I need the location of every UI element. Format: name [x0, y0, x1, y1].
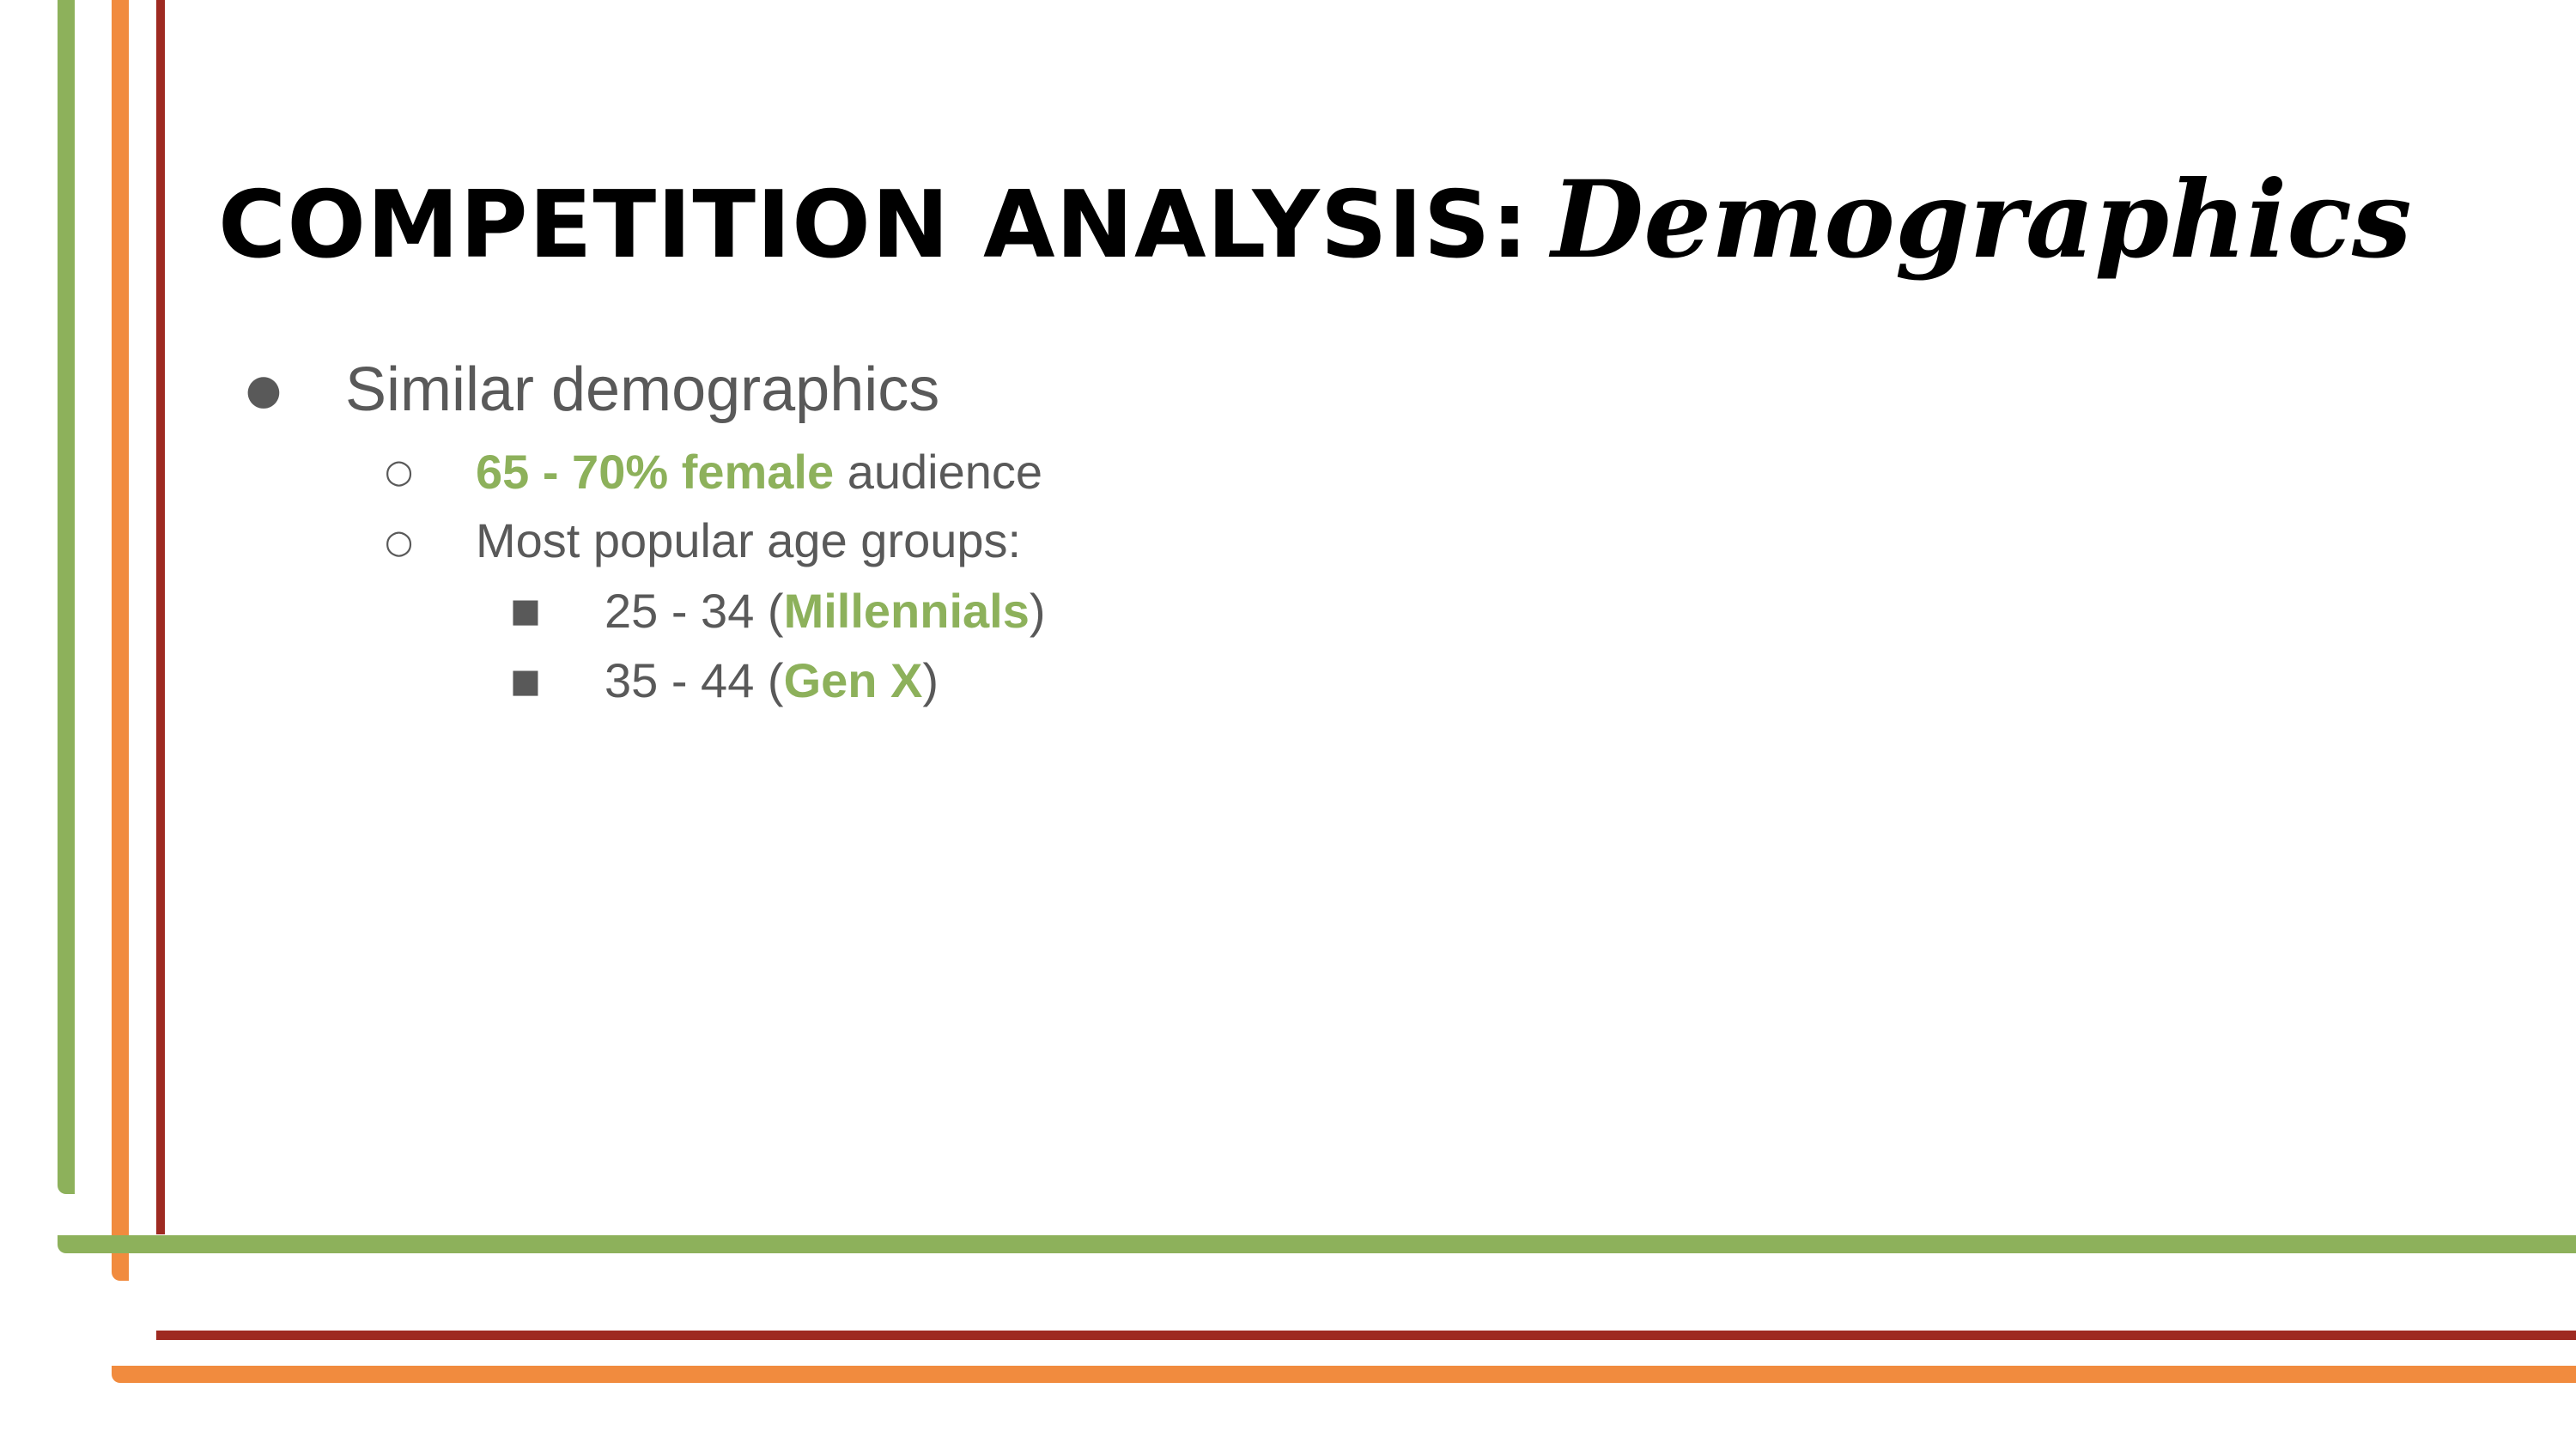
red-frame-horizontal-line: [156, 1331, 2576, 1340]
genx-suffix: ): [922, 653, 939, 707]
orange-frame-horizontal-line: [112, 1366, 2576, 1383]
millennials-suffix: ): [1029, 584, 1046, 638]
title-main-text: COMPETITION ANALYSIS:: [218, 172, 1529, 279]
bullet-age-groups: Most popular age groups:: [476, 517, 1021, 565]
bullet-millennials: 25 - 34 (Millennials): [605, 587, 1046, 635]
bullet-female-audience: 65 - 70% female audience: [476, 448, 1042, 496]
genx-prefix: 35 - 44 (: [605, 653, 784, 707]
bullet-similar-demographics: Similar demographics: [345, 359, 939, 421]
red-frame-vertical-line: [156, 0, 165, 1234]
female-percentage-highlight: 65 - 70% female: [476, 445, 835, 499]
genx-highlight: Gen X: [783, 653, 923, 707]
bullet-similar-demographics-text: Similar demographics: [345, 355, 940, 424]
bullet-square-icon: ■: [510, 662, 541, 700]
bullet-hollow-circle-icon: ○: [385, 523, 414, 561]
bullet-square-icon: ■: [510, 591, 541, 629]
age-groups-text: Most popular age groups:: [476, 513, 1022, 567]
bullet-hollow-circle-icon: ○: [385, 452, 414, 490]
title-script-text: Demographics: [1551, 158, 2412, 282]
green-frame-vertical-line: [58, 0, 75, 1194]
bullet-filled-circle-icon: ●: [246, 366, 282, 414]
bullet-gen-x: 35 - 44 (Gen X): [605, 657, 939, 705]
female-audience-text: audience: [834, 445, 1043, 499]
slide-title: COMPETITION ANALYSIS: Demographics: [218, 167, 2412, 274]
green-frame-horizontal-line: [58, 1235, 2576, 1253]
millennials-prefix: 25 - 34 (: [605, 584, 784, 638]
millennials-highlight: Millennials: [783, 584, 1030, 638]
orange-frame-vertical-line: [112, 0, 129, 1281]
